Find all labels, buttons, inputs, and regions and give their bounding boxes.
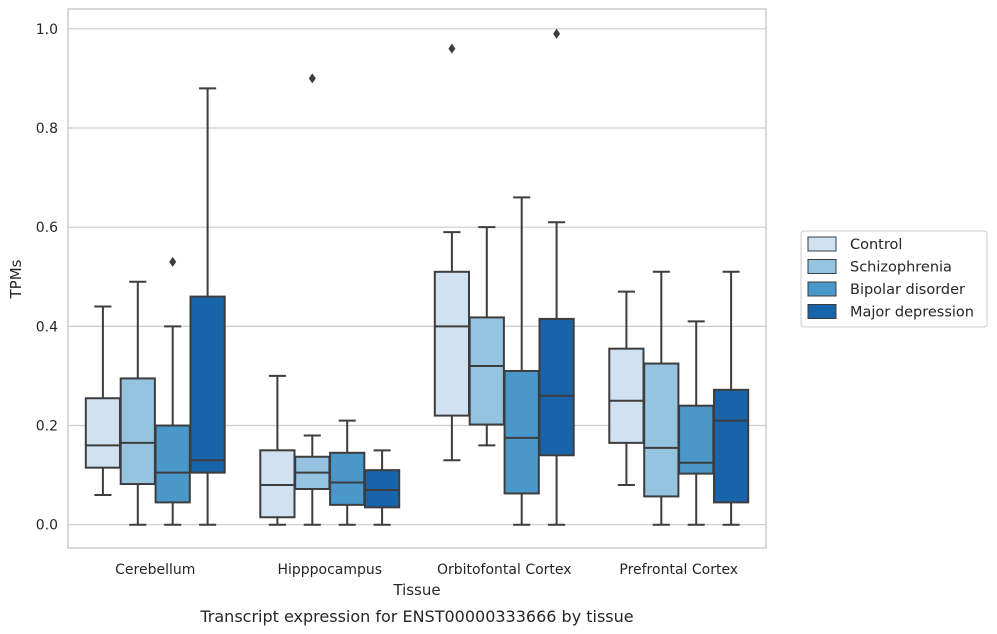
boxes-layer <box>84 28 750 526</box>
legend-swatch <box>807 259 837 274</box>
box-bipolar-disorder <box>503 196 540 526</box>
chart-caption: Transcript expression for ENST0000033366… <box>199 607 633 626</box>
box-schizophrenia <box>643 270 680 526</box>
iqr-box <box>503 369 540 495</box>
iqr-box <box>154 424 191 504</box>
box-control <box>84 305 122 496</box>
iqr-box <box>363 469 401 509</box>
legend-items: Control Schizophrenia Bipolar disorder Majo… <box>807 236 974 321</box>
y-axis-label: TPMs <box>7 259 25 299</box>
x-axis-label: Tissue <box>392 581 440 599</box>
iqr-box <box>119 377 156 486</box>
box-schizophrenia <box>119 280 156 526</box>
box-schizophrenia <box>468 226 505 447</box>
iqr-box <box>608 347 645 444</box>
box-major-depression <box>363 449 401 526</box>
y-tick-label: 0.6 <box>36 220 58 236</box>
outlier-marker <box>169 256 177 267</box>
outlier-marker <box>308 73 316 84</box>
iqr-box <box>538 317 575 457</box>
box-bipolar-disorder <box>678 320 715 526</box>
y-tick-labels: 0.0 0.2 0.4 0.6 0.8 1.0 <box>36 22 58 534</box>
y-tick-label: 1.0 <box>36 22 58 38</box>
iqr-box <box>643 362 680 498</box>
y-tick-label: 0.4 <box>36 319 58 335</box>
x-tick-label: Prefrontal Cortex <box>619 562 738 578</box>
box-bipolar-disorder <box>329 419 366 526</box>
iqr-box <box>712 388 750 504</box>
y-tick-label: 0.2 <box>36 419 58 435</box>
legend-label: Bipolar disorder <box>850 282 965 298</box>
legend-swatch <box>807 304 837 319</box>
box-control <box>608 290 645 487</box>
y-tick-label: 0.0 <box>36 518 58 534</box>
iqr-box <box>84 397 122 469</box>
box-major-depression <box>189 87 226 526</box>
box-schizophrenia <box>294 73 331 526</box>
box-control <box>433 43 471 462</box>
box-bipolar-disorder <box>154 256 191 526</box>
legend-swatch <box>807 236 837 252</box>
box-major-depression <box>712 270 750 526</box>
x-tick-label: Hipppocampus <box>277 562 382 578</box>
iqr-box <box>433 270 471 417</box>
x-tick-label: Orbitofontal Cortex <box>437 562 572 578</box>
iqr-box <box>189 295 226 474</box>
legend-swatch <box>807 281 837 297</box>
legend-label: Control <box>850 237 902 253</box>
box-control <box>259 374 296 526</box>
iqr-box <box>259 449 296 519</box>
iqr-box <box>468 316 505 426</box>
x-tick-labels: Cerebellum Hipppocampus Orbitofontal Corte… <box>115 562 738 578</box>
y-tick-label: 0.8 <box>36 121 58 137</box>
iqr-box <box>329 451 366 506</box>
legend: Control Schizophrenia Bipolar disorder Majo… <box>800 230 988 328</box>
legend-frame <box>800 230 988 328</box>
outlier-marker <box>553 28 561 39</box>
legend-label: Major depression <box>850 305 974 321</box>
outlier-marker <box>448 43 456 54</box>
box-major-depression <box>538 28 575 526</box>
legend-label: Schizophrenia <box>850 260 952 276</box>
plot-area-frame <box>67 8 767 549</box>
x-tick-label: Cerebellum <box>115 562 195 578</box>
